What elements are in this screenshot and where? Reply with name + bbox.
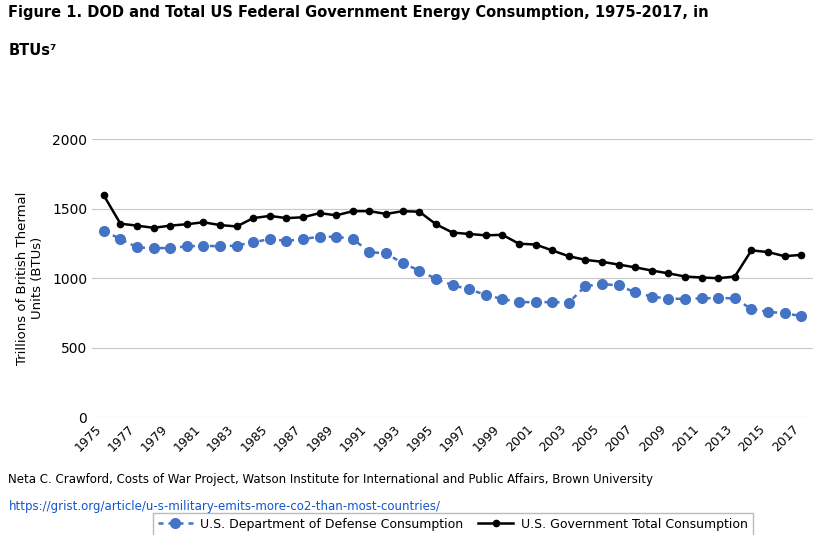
Text: BTUs⁷: BTUs⁷ (8, 43, 57, 58)
Text: https://grist.org/article/u-s-military-emits-more-co2-than-most-countries/: https://grist.org/article/u-s-military-e… (8, 500, 441, 513)
Text: Neta C. Crawford, Costs of War Project, Watson Institute for International and P: Neta C. Crawford, Costs of War Project, … (8, 473, 654, 486)
Legend: U.S. Department of Defense Consumption, U.S. Government Total Consumption: U.S. Department of Defense Consumption, … (153, 513, 753, 535)
Text: Figure 1. DOD and Total US Federal Government Energy Consumption, 1975-2017, in: Figure 1. DOD and Total US Federal Gover… (8, 5, 709, 20)
Y-axis label: Trillions of British Thermal
Units (BTUs): Trillions of British Thermal Units (BTUs… (16, 192, 44, 365)
